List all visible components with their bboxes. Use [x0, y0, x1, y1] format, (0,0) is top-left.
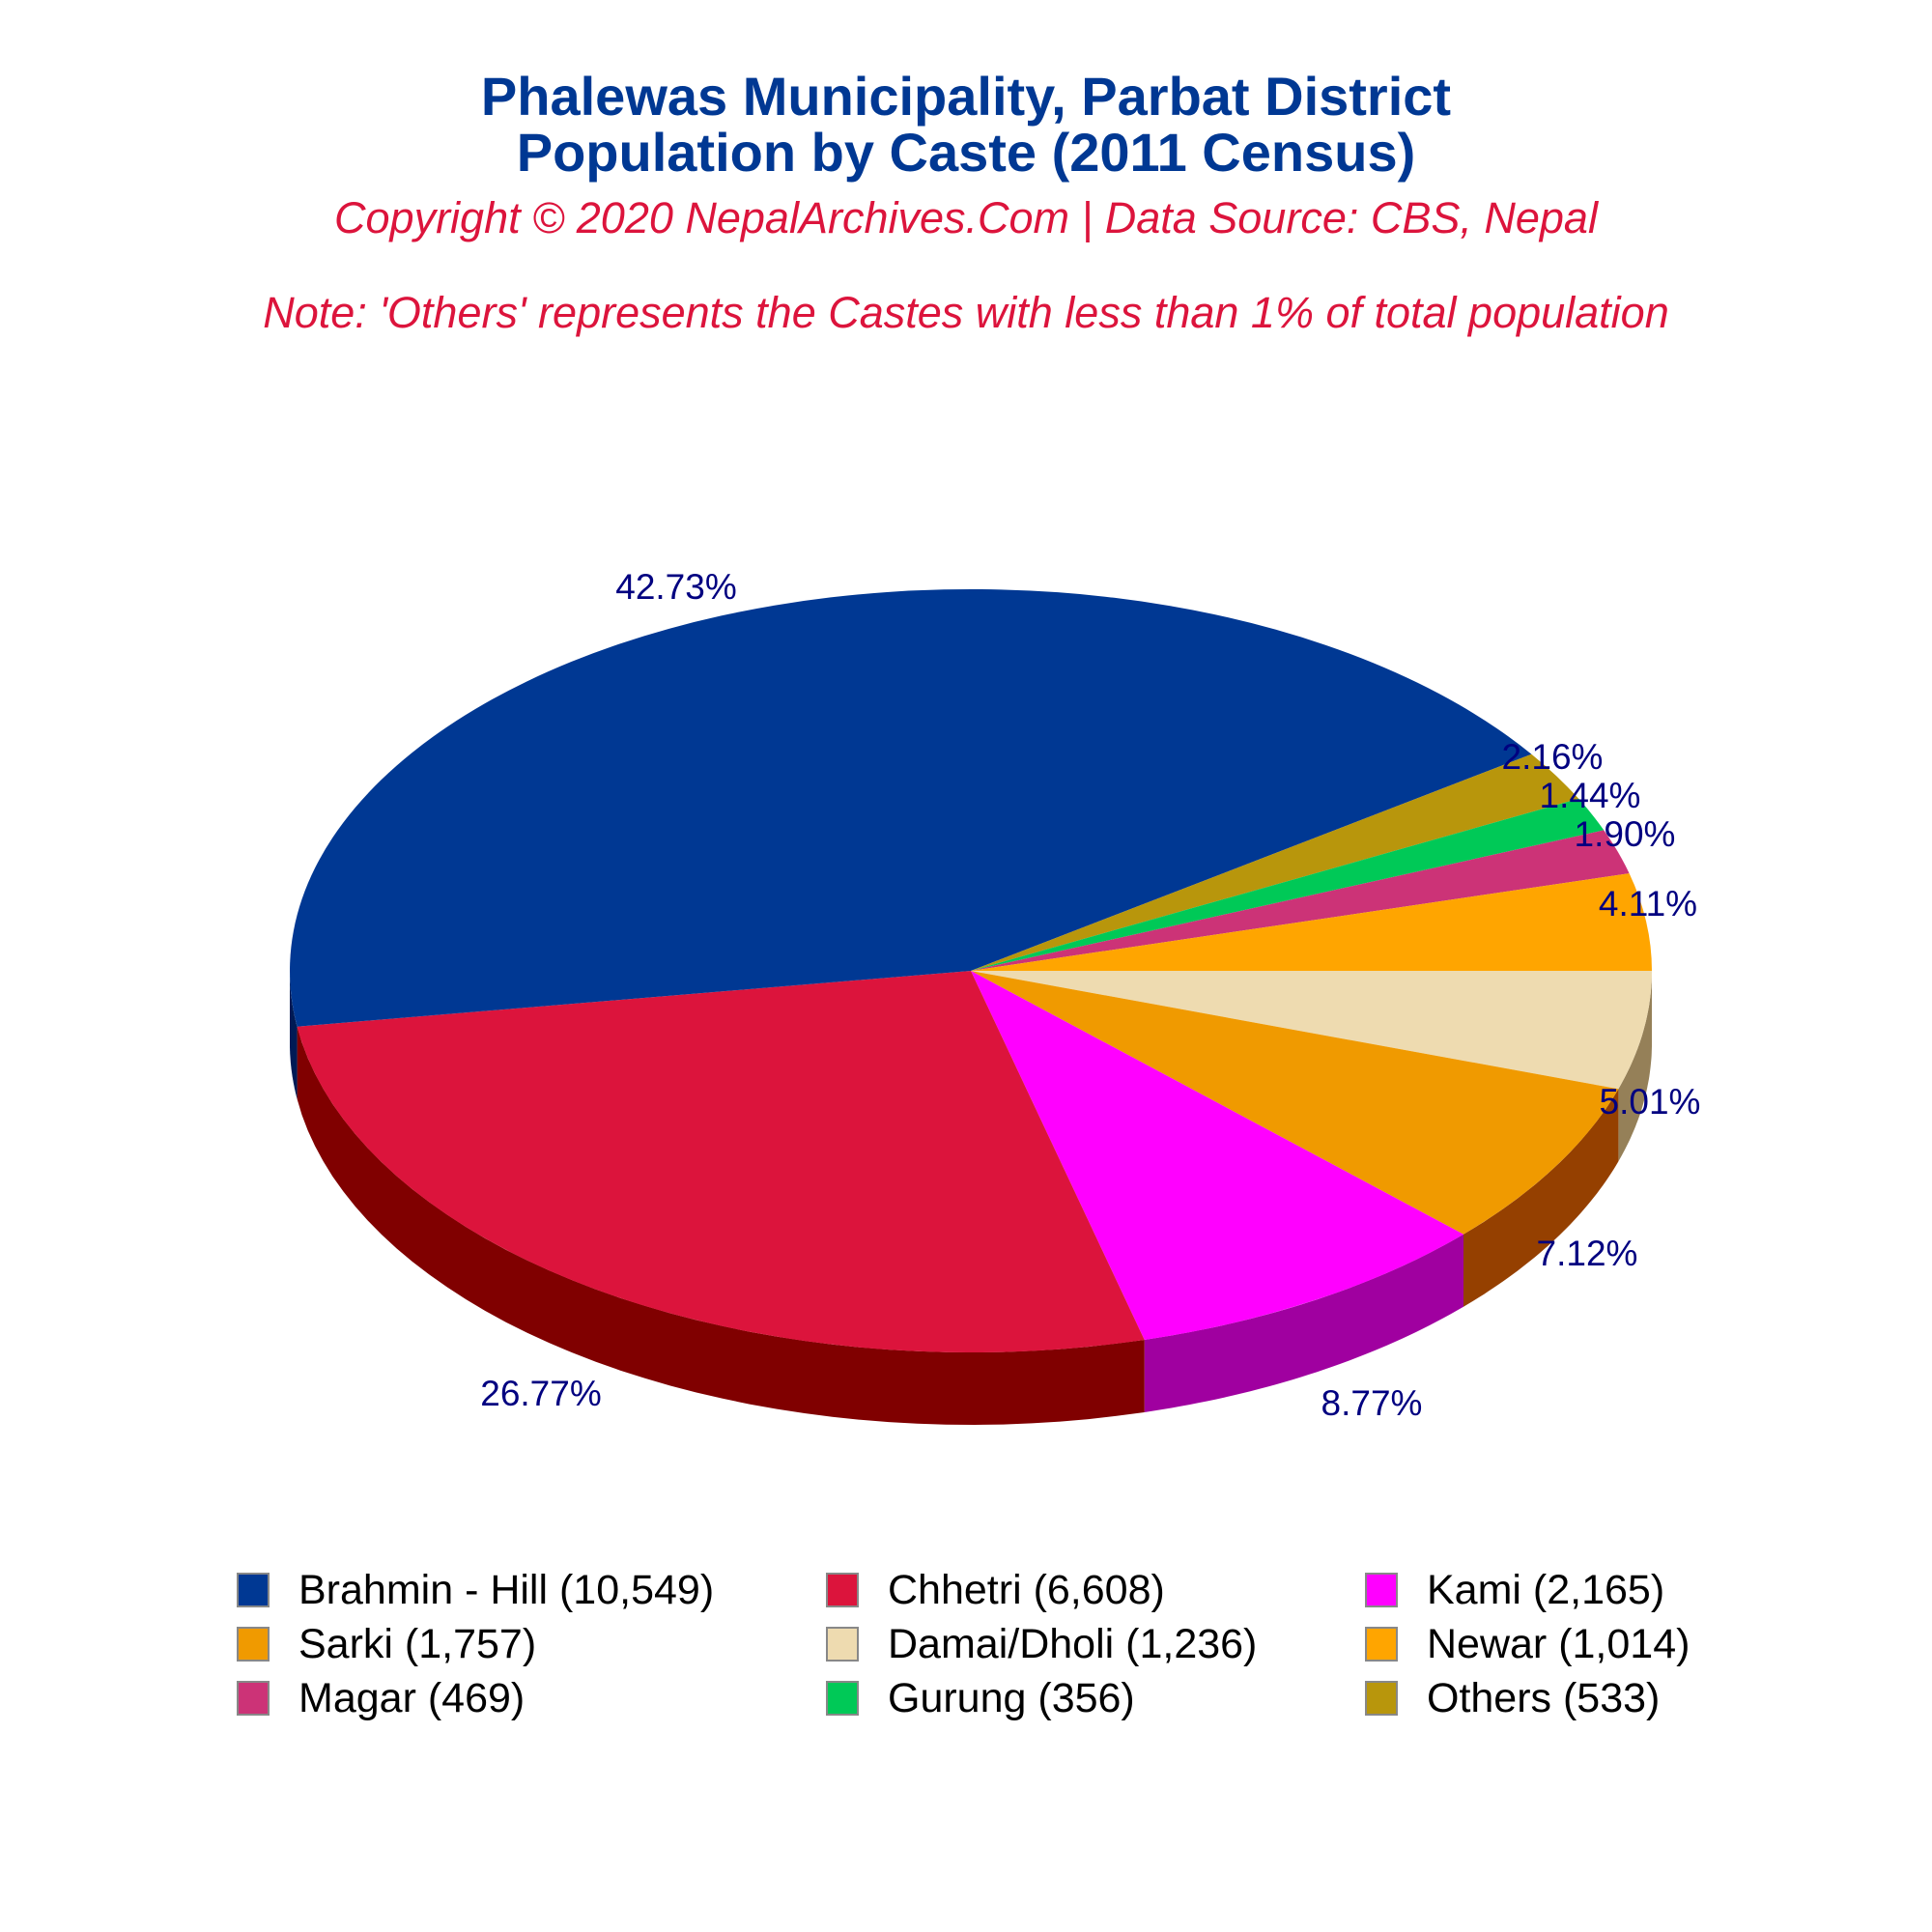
pie-side-kami: [1144, 1234, 1463, 1412]
pie-slice-newar: [971, 873, 1652, 971]
pie-side-chhetri: [297, 1026, 1145, 1425]
legend-swatch: [237, 1681, 270, 1716]
pie-slice-others: [971, 753, 1579, 971]
legend-label: Kami (2,165): [1427, 1566, 1665, 1613]
legend-item-magar: Magar (469): [237, 1671, 525, 1725]
pie-slice-kami: [971, 971, 1463, 1340]
chart-title-line2: Population by Caste (2011 Census): [516, 122, 1416, 183]
legend-item-chhetri: Chhetri (6,608): [826, 1563, 1165, 1617]
legend-item-others: Others (533): [1365, 1671, 1660, 1725]
chart-title-line1: Phalewas Municipality, Parbat District: [480, 66, 1452, 127]
legend-item-kami: Kami (2,165): [1365, 1563, 1664, 1617]
legend-swatch: [237, 1573, 270, 1607]
pie-slice-chhetri: [297, 971, 1145, 1353]
pie-slice-magar: [971, 830, 1630, 971]
legend-swatch: [1365, 1573, 1398, 1607]
legend-item-damai-dholi: Damai/Dholi (1,236): [826, 1617, 1257, 1671]
pie-label-magar: 1.90%: [1575, 814, 1676, 854]
legend-label: Chhetri (6,608): [888, 1566, 1165, 1613]
legend-swatch: [826, 1681, 859, 1716]
legend-label: Others (533): [1427, 1674, 1661, 1721]
legend-swatch: [826, 1573, 859, 1607]
pie-label-others: 2.16%: [1502, 737, 1604, 777]
legend-swatch: [237, 1627, 270, 1662]
legend-swatch: [1365, 1627, 1398, 1662]
legend-label: Damai/Dholi (1,236): [888, 1620, 1258, 1667]
legend-label: Brahmin - Hill (10,549): [298, 1566, 715, 1613]
pie-slice-damai-dholi: [971, 971, 1653, 1090]
pie-label-damai-dholi: 5.01%: [1600, 1082, 1701, 1122]
pie-side-damai-dholi: [1618, 971, 1652, 1162]
pie-slice-sarki: [971, 971, 1619, 1235]
pie-label-sarki: 7.12%: [1537, 1234, 1638, 1273]
legend-swatch: [826, 1627, 859, 1662]
legend-item-newar: Newar (1,014): [1365, 1617, 1690, 1671]
pie-slice-gurung: [971, 798, 1605, 971]
legend-item-sarki: Sarki (1,757): [237, 1617, 536, 1671]
pie-slice-brahmin-hill: [290, 588, 1532, 1027]
legend-label: Gurung (356): [888, 1674, 1135, 1721]
pie-label-kami: 8.77%: [1321, 1383, 1423, 1423]
legend-swatch: [1365, 1681, 1398, 1716]
pie-label-brahmin-hill: 42.73%: [615, 567, 737, 607]
pie-side-brahmin-hill: [290, 971, 298, 1099]
legend-label: Magar (469): [298, 1674, 526, 1721]
legend-label: Newar (1,014): [1427, 1620, 1690, 1667]
note-text: Note: 'Others' represents the Castes wit…: [263, 288, 1669, 337]
copyright-text: Copyright © 2020 NepalArchives.Com | Dat…: [334, 193, 1598, 242]
pie-label-chhetri: 26.77%: [480, 1374, 602, 1413]
legend-item-brahmin-hill: Brahmin - Hill (10,549): [237, 1563, 714, 1617]
pie-label-gurung: 1.44%: [1540, 776, 1641, 815]
legend-item-gurung: Gurung (356): [826, 1671, 1135, 1725]
legend-label: Sarki (1,757): [298, 1620, 537, 1667]
pie-label-newar: 4.11%: [1599, 884, 1697, 923]
pie-side-sarki: [1463, 1089, 1619, 1307]
